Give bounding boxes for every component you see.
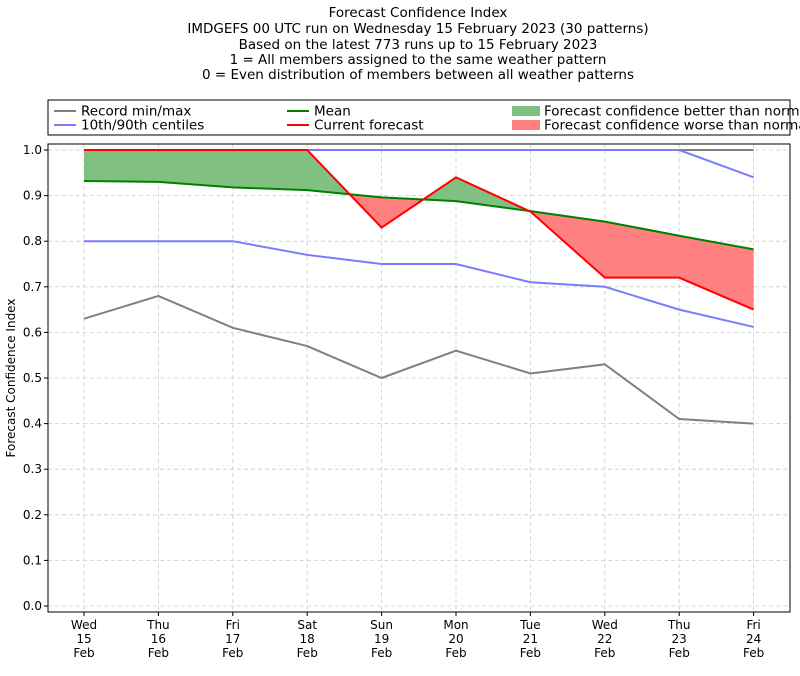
y-tick-label: 0.8	[23, 234, 42, 248]
y-tick-label: 0.7	[23, 280, 42, 294]
centile-10-line	[84, 240, 754, 328]
x-tick-label: Feb	[669, 646, 690, 660]
x-tick-label: 16	[151, 632, 166, 646]
x-tick-label: Feb	[222, 646, 243, 660]
fill-better-than-normal	[84, 150, 754, 250]
x-tick-label: Sat	[297, 618, 317, 632]
chart-title-line-5: 0 = Even distribution of members between…	[201, 67, 635, 83]
x-tick-label: Feb	[520, 646, 541, 660]
x-tick-label: 24	[746, 632, 761, 646]
x-tick-label: 23	[672, 632, 687, 646]
y-tick-label: 0.5	[23, 371, 42, 385]
y-tick-label: 0.0	[23, 599, 42, 613]
chart-title-line-2: IMDGEFS 00 UTC run on Wednesday 15 Febru…	[187, 21, 649, 37]
y-tick-label: 0.1	[23, 553, 42, 567]
x-tick-label: 19	[374, 632, 389, 646]
x-tick-label: Wed	[71, 618, 97, 632]
x-tick-label: 17	[225, 632, 240, 646]
legend-box	[47, 99, 791, 136]
x-tick-label: Feb	[297, 646, 318, 660]
legend-mean-label: Mean	[314, 104, 351, 120]
x-tick-label: 22	[597, 632, 612, 646]
x-tick-label: 15	[76, 632, 91, 646]
x-tick-label: Thu	[667, 618, 691, 632]
y-tick-label: 0.6	[23, 325, 42, 339]
x-tick-label: Sun	[370, 618, 393, 632]
legend-better-than-normal-swatch	[512, 106, 540, 116]
x-tick-label: Feb	[594, 646, 615, 660]
legend-better-than-normal-label: Forecast confidence better than normal	[544, 104, 800, 120]
record-min-line	[83, 294, 754, 425]
x-tick-label: Fri	[226, 618, 240, 632]
x-tick-label: 18	[300, 632, 315, 646]
x-tick-label: Wed	[592, 618, 618, 632]
x-tick-label: 20	[448, 632, 463, 646]
y-tick-label: 0.3	[23, 462, 42, 476]
legend-current-forecast-label: Current forecast	[314, 118, 424, 134]
legend-worse-than-normal-label: Forecast confidence worse than normal	[544, 118, 800, 134]
x-tick-label: Feb	[371, 646, 392, 660]
plot-frame	[47, 143, 791, 613]
chart-title-line-4: 1 = All members assigned to the same wea…	[229, 52, 607, 68]
y-tick-label: 0.9	[23, 189, 42, 203]
chart-title-line-1: Forecast Confidence Index	[328, 5, 508, 21]
legend-centiles-label: 10th/90th centiles	[81, 118, 204, 134]
fill-worse-than-normal	[84, 181, 754, 310]
x-tick-label: Tue	[519, 618, 541, 632]
x-tick-label: 21	[523, 632, 538, 646]
chart-title-line-3: Based on the latest 773 runs up to 15 Fe…	[238, 37, 598, 53]
y-tick-label: 0.2	[23, 508, 42, 522]
x-tick-label: Feb	[73, 646, 94, 660]
current-forecast-line	[84, 149, 754, 311]
x-tick-label: Fri	[746, 618, 760, 632]
x-tick-label: Mon	[443, 618, 468, 632]
x-tick-label: Thu	[146, 618, 170, 632]
y-tick-label: 1.0	[23, 143, 42, 157]
x-tick-label: Feb	[148, 646, 169, 660]
x-tick-label: Feb	[743, 646, 764, 660]
y-tick-label: 0.4	[23, 417, 42, 431]
legend-worse-than-normal-swatch	[512, 120, 540, 130]
y-axis-label: Forecast Confidence Index	[4, 299, 18, 458]
legend-record-min-max-label: Record min/max	[81, 104, 191, 120]
mean-line	[83, 180, 754, 251]
x-tick-label: Feb	[445, 646, 466, 660]
